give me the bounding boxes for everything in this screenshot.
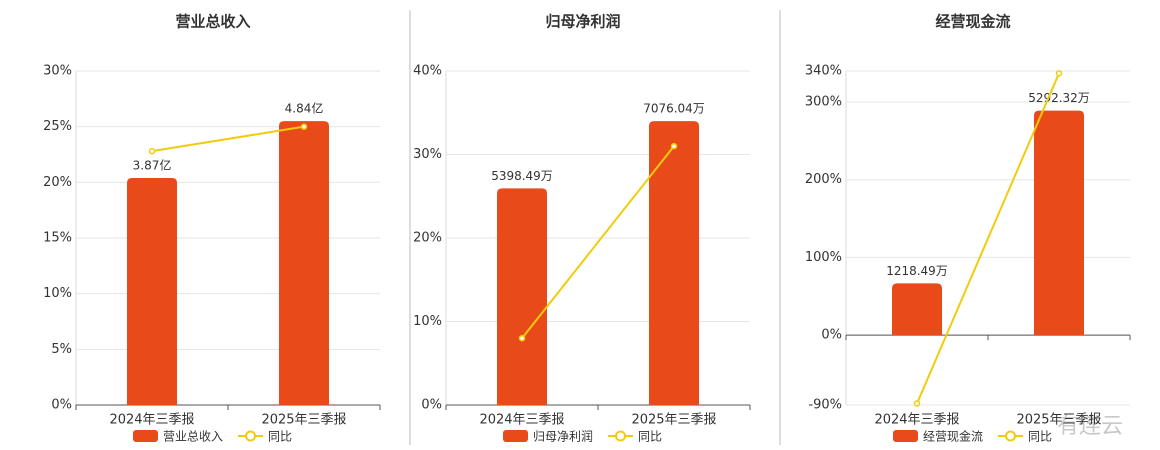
y-tick-label: 5%: [51, 342, 72, 357]
y-tick-label: 100%: [805, 250, 842, 265]
bar: [1034, 110, 1084, 336]
line: [521, 145, 675, 339]
y-tick-label: 15%: [43, 231, 72, 246]
value-label: 1218.49万: [886, 264, 948, 278]
chart-title: 营业总收入: [175, 13, 250, 31]
line-point: [913, 400, 921, 407]
legend-swatch: [615, 430, 627, 442]
y-tick-label: 200%: [805, 172, 842, 187]
line-point: [1055, 70, 1063, 77]
line: [151, 125, 305, 153]
line-point: [148, 147, 156, 155]
x-tick-label: 2025年三季报: [631, 413, 716, 428]
legend-label: 营业总收入: [163, 430, 223, 444]
y-tick-label: 10%: [43, 286, 72, 301]
y-tick-label: 0%: [821, 328, 842, 343]
value-label: 5292.32万: [1028, 91, 1090, 105]
line-point: [300, 123, 308, 130]
line-point: [670, 142, 678, 150]
y-tick-label: 0%: [421, 398, 442, 413]
legend-label: 同比: [1028, 430, 1052, 444]
y-tick-label: 300%: [805, 95, 842, 110]
y-tick-label: 340%: [805, 64, 842, 79]
legend-swatch: [245, 430, 257, 442]
value-label: 5398.49万: [491, 169, 553, 183]
y-tick-label: 40%: [413, 64, 442, 79]
legend-swatch: [893, 430, 918, 442]
watermark: 有连云: [1057, 414, 1123, 439]
x-tick-label: 2025年三季报: [261, 413, 346, 428]
y-tick-label: -90%: [808, 398, 842, 413]
y-tick-label: 20%: [43, 175, 72, 190]
value-label: 4.84亿: [285, 101, 324, 116]
y-tick-label: 20%: [413, 231, 442, 246]
legend-swatch: [503, 430, 528, 442]
y-tick-label: 10%: [413, 314, 442, 329]
x-tick-label: 2025年三季报: [1016, 413, 1101, 428]
line-point: [518, 334, 526, 342]
y-tick-label: 25%: [43, 119, 72, 134]
legend-label: 经营现金流: [923, 429, 983, 444]
value-label: 3.87亿: [133, 157, 172, 172]
bar: [127, 177, 177, 405]
legend-label: 同比: [268, 430, 292, 444]
bar: [892, 283, 942, 336]
y-tick-label: 0%: [51, 398, 72, 413]
bar: [279, 121, 329, 405]
legend-swatch: [1005, 430, 1017, 442]
y-tick-label: 30%: [43, 64, 72, 79]
chart-title: 归母净利润: [545, 13, 620, 31]
legend-label: 归母净利润: [533, 430, 593, 444]
bar: [649, 121, 699, 405]
line: [916, 72, 1060, 404]
value-label: 7076.04万: [643, 102, 705, 116]
x-tick-label: 2024年三季报: [479, 413, 564, 428]
bar: [497, 188, 547, 405]
legend-swatch: [133, 430, 158, 442]
x-tick-label: 2024年三季报: [109, 413, 194, 428]
x-tick-label: 2024年三季报: [874, 413, 959, 428]
chart-title: 经营现金流: [935, 13, 1010, 31]
legend-label: 同比: [638, 430, 662, 444]
y-tick-label: 30%: [413, 147, 442, 162]
